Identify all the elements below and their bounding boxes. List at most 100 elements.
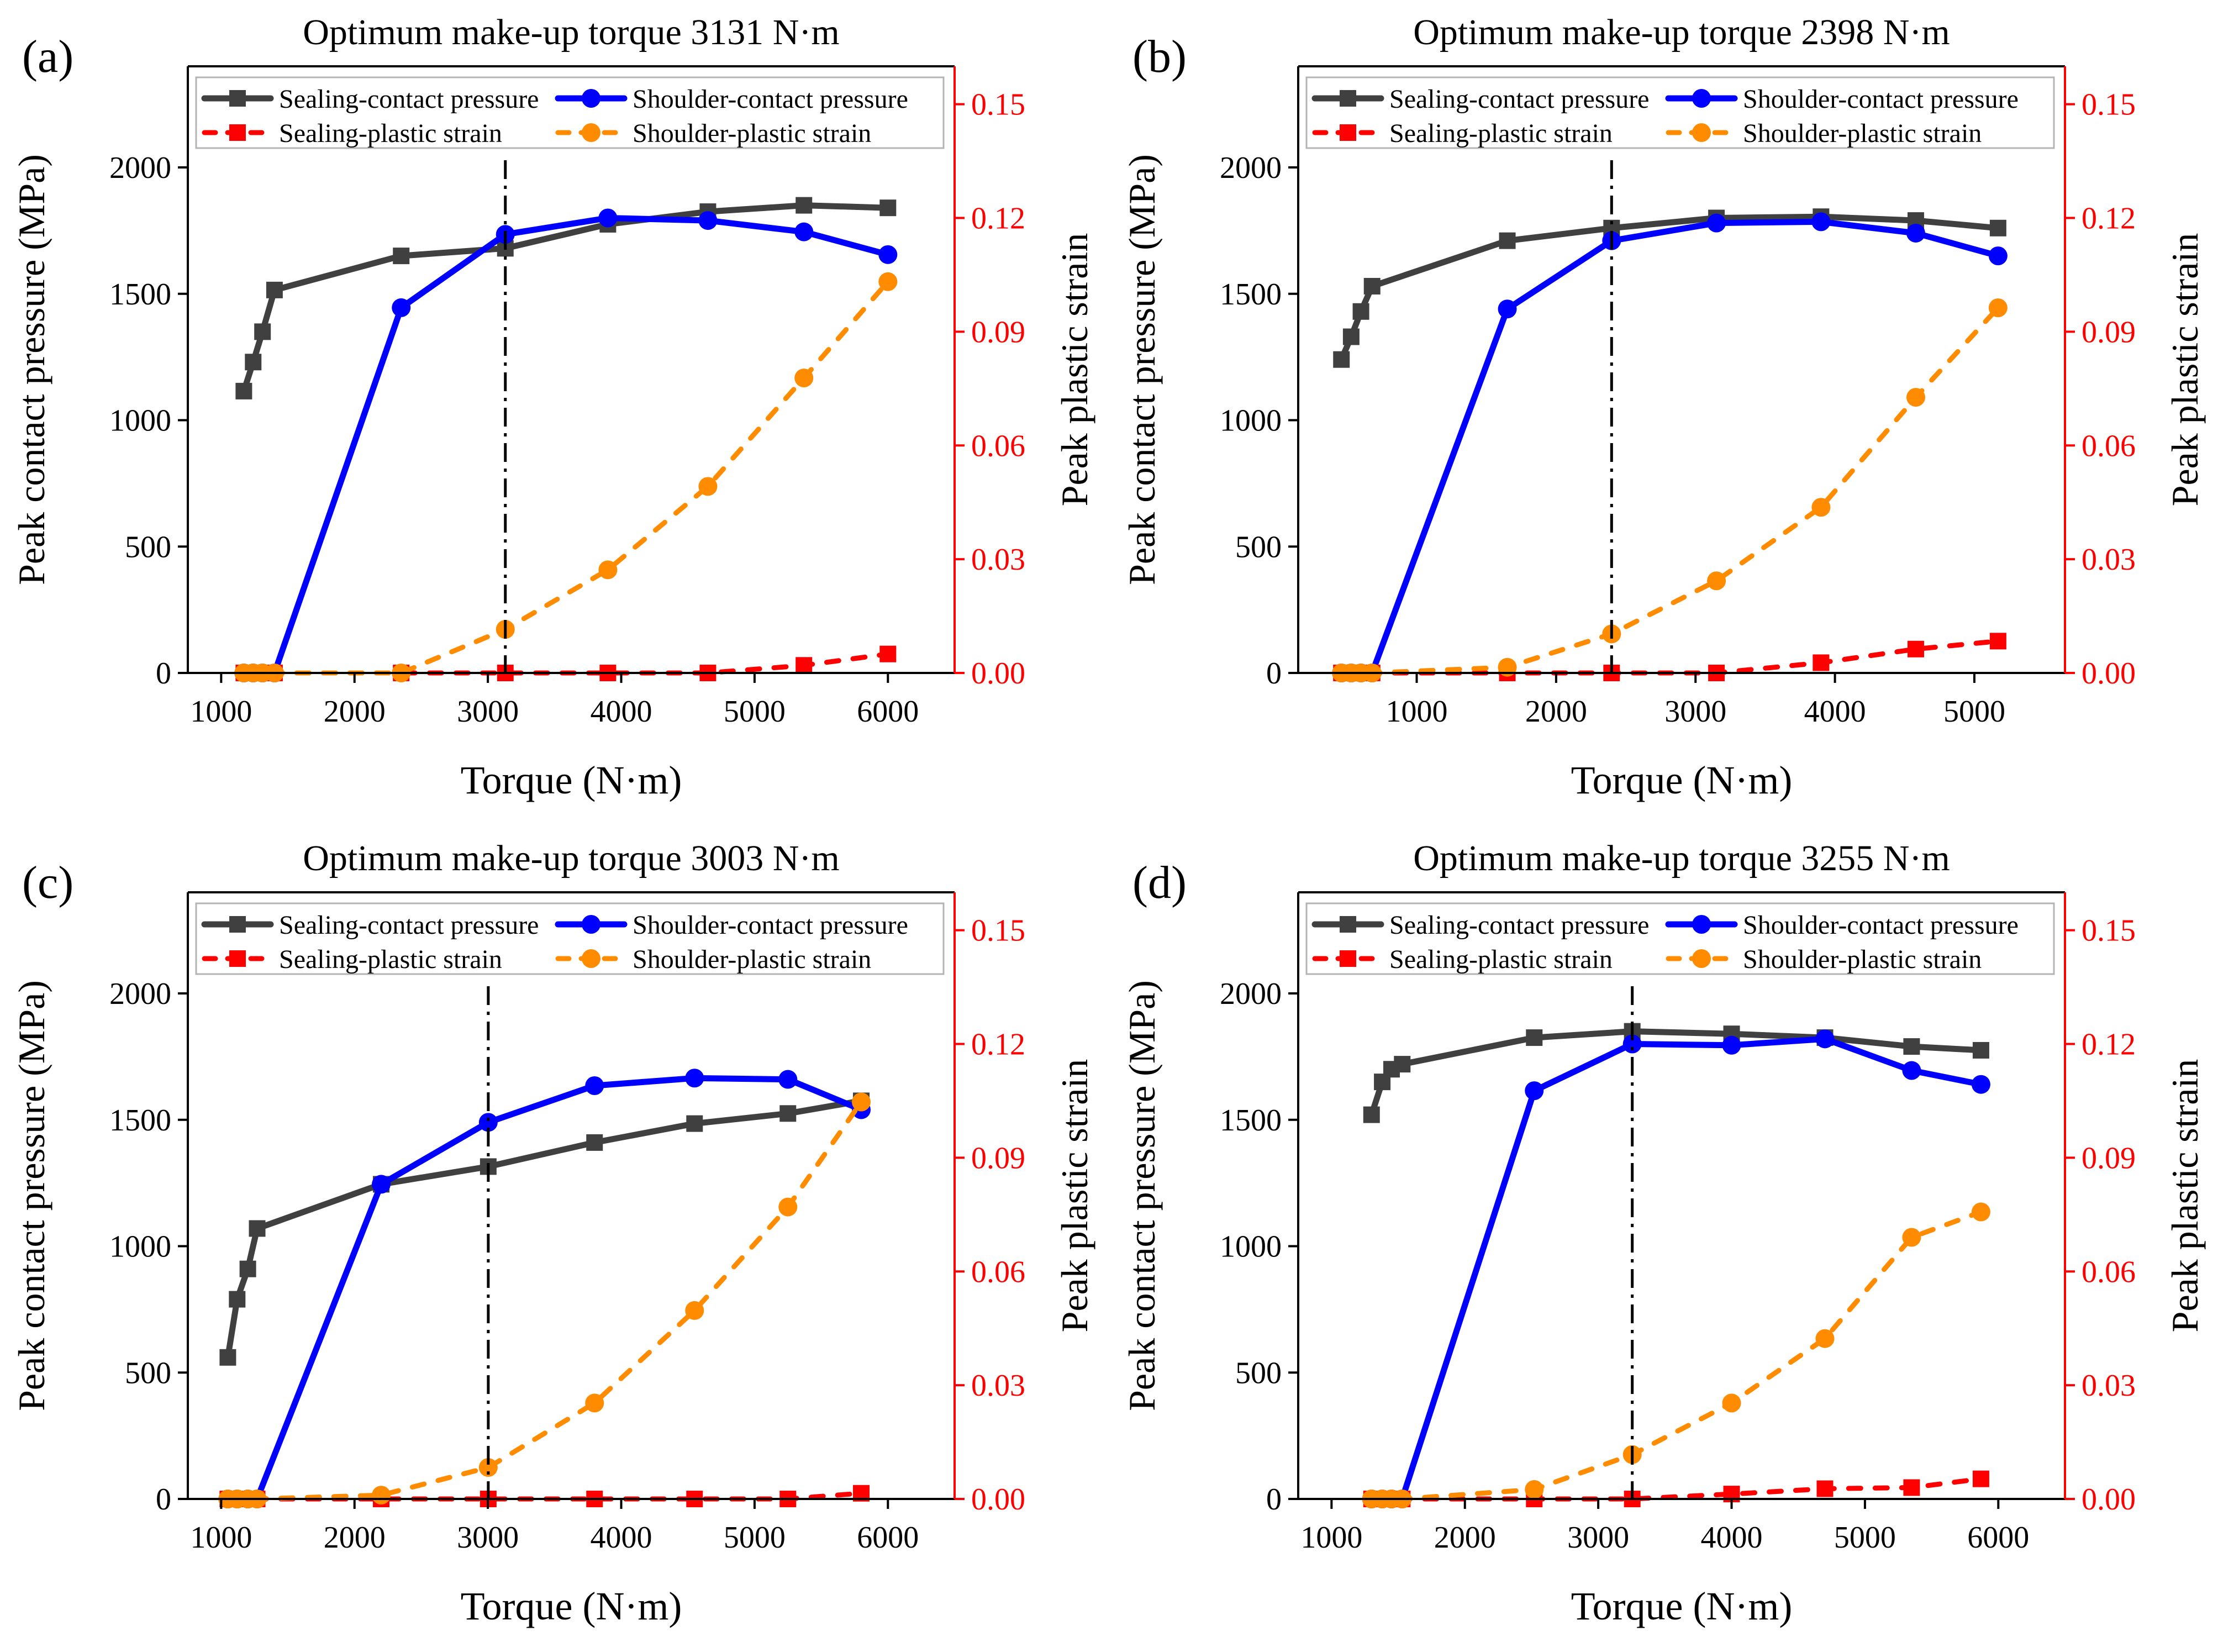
series-line-sealing-strain bbox=[1339, 638, 2001, 676]
data-point-shoulder-strain bbox=[685, 1301, 704, 1320]
series-line-shoulder-pressure bbox=[1338, 218, 2001, 676]
x-tick-label: 4000 bbox=[1701, 1521, 1763, 1555]
data-point-shoulder-pressure bbox=[1722, 1035, 1741, 1055]
data-point-sealing-pressure bbox=[254, 323, 271, 340]
data-point-sealing-pressure bbox=[1363, 1106, 1380, 1123]
legend-label: Sealing-contact pressure bbox=[1389, 85, 1649, 114]
data-point-sealing-pressure bbox=[1352, 303, 1369, 320]
legend-label: Shoulder-plastic strain bbox=[633, 945, 871, 974]
data-point-shoulder-pressure bbox=[1811, 212, 1831, 232]
data-point-shoulder-pressure bbox=[1988, 246, 2008, 266]
y2-tick-label: 0.12 bbox=[2082, 202, 2136, 236]
x-axis-label: Torque (N·m) bbox=[1571, 758, 1793, 802]
data-point-shoulder-strain bbox=[585, 1393, 604, 1413]
x-tick-label: 4000 bbox=[591, 695, 652, 729]
data-point-sealing-pressure bbox=[1342, 328, 1360, 345]
legend-label: Shoulder-plastic strain bbox=[1743, 945, 1982, 974]
data-point-sealing-pressure bbox=[1903, 1038, 1920, 1055]
y2-tick-label: 0.15 bbox=[2082, 914, 2136, 948]
x-tick-label: 5000 bbox=[724, 1521, 786, 1555]
y2-tick-label: 0.03 bbox=[971, 1369, 1025, 1403]
x-tick-label: 1000 bbox=[190, 695, 252, 729]
series-line-shoulder-strain bbox=[1339, 305, 2001, 676]
data-point-shoulder-pressure bbox=[685, 1069, 704, 1088]
legend-swatch-marker bbox=[1340, 916, 1356, 933]
data-point-shoulder-pressure bbox=[794, 222, 814, 241]
data-point-shoulder-pressure bbox=[598, 208, 618, 228]
x-tick-label: 6000 bbox=[857, 1521, 919, 1555]
legend-swatch-marker bbox=[582, 89, 600, 108]
y2-tick-label: 0.15 bbox=[971, 914, 1025, 948]
legend-frame bbox=[195, 902, 945, 975]
data-point-sealing-strain bbox=[1816, 1480, 1834, 1497]
y2-tick-label: 0.06 bbox=[2082, 1255, 2136, 1289]
x-tick-label: 2000 bbox=[324, 1521, 386, 1555]
y2-tick-label: 0.00 bbox=[971, 656, 1025, 691]
data-point-sealing-strain bbox=[795, 657, 813, 674]
x-tick-label: 5000 bbox=[724, 695, 786, 729]
legend-swatch-marker bbox=[582, 949, 600, 968]
legend-label: Shoulder-contact pressure bbox=[1743, 85, 2019, 114]
data-point-shoulder-pressure bbox=[585, 1076, 604, 1095]
data-point-sealing-pressure bbox=[245, 354, 262, 371]
x-axis-label: Torque (N·m) bbox=[461, 758, 682, 802]
y2-tick-label: 0.00 bbox=[2082, 1482, 2136, 1517]
x-tick-label: 4000 bbox=[1804, 695, 1866, 729]
y-tick-label: 2000 bbox=[1220, 151, 1282, 185]
chart-panel: (a) Optimum make-up torque 3131 N·m 1000 20… bbox=[10, 12, 1095, 802]
x-tick-label: 1000 bbox=[1300, 1521, 1362, 1555]
y-tick-label: 500 bbox=[1235, 530, 1282, 564]
legend: Sealing-contact pressure Shoulder-contact… bbox=[1305, 902, 2055, 975]
data-point-sealing-strain bbox=[879, 645, 897, 662]
data-point-shoulder-pressure bbox=[1707, 213, 1726, 233]
y-tick-label: 1500 bbox=[1220, 277, 1282, 312]
legend-label: Shoulder-plastic strain bbox=[633, 119, 871, 148]
y-tick-label: 0 bbox=[1266, 1482, 1282, 1517]
legend-label: Sealing-contact pressure bbox=[279, 911, 539, 940]
legend-label: Sealing-contact pressure bbox=[279, 85, 539, 114]
y2-tick-label: 0.12 bbox=[2082, 1028, 2136, 1062]
y-tick-label: 0 bbox=[156, 1482, 171, 1517]
y-tick-label: 500 bbox=[1235, 1356, 1282, 1390]
series-group bbox=[1362, 1023, 1990, 1508]
y2-tick-label: 0.06 bbox=[2082, 429, 2136, 463]
x-tick-label: 2000 bbox=[324, 695, 386, 729]
series-line-shoulder-strain bbox=[225, 1099, 864, 1502]
y-axis-label: Peak contact pressure (MPa) bbox=[10, 980, 52, 1411]
data-point-sealing-strain bbox=[1989, 633, 2006, 650]
y2-tick-label: 0.09 bbox=[2082, 1141, 2136, 1175]
legend-swatch-marker bbox=[229, 90, 246, 107]
y-tick-label: 0 bbox=[1266, 656, 1282, 691]
legend-frame bbox=[1305, 76, 2055, 149]
y2-tick-label: 0.09 bbox=[971, 1141, 1025, 1175]
data-point-sealing-strain bbox=[1903, 1479, 1920, 1496]
y-tick-label: 500 bbox=[125, 530, 171, 564]
data-point-sealing-pressure bbox=[219, 1349, 236, 1366]
y-tick-label: 2000 bbox=[1220, 977, 1282, 1011]
x-tick-label: 2000 bbox=[1525, 695, 1587, 729]
series-line-sealing-pressure bbox=[224, 1097, 865, 1361]
panel-label: (d) bbox=[1132, 857, 1187, 908]
y2-tick-label: 0.00 bbox=[971, 1482, 1025, 1517]
y-axis-label: Peak contact pressure (MPa) bbox=[1121, 980, 1163, 1411]
data-point-shoulder-strain bbox=[698, 477, 718, 496]
chart-panel: (d) Optimum make-up torque 3255 N·m 1000 20… bbox=[1121, 838, 2206, 1628]
legend-swatch-marker bbox=[582, 915, 600, 934]
legend-label: Shoulder-contact pressure bbox=[1743, 911, 2019, 940]
data-point-sealing-pressure bbox=[586, 1134, 603, 1151]
x-tick-label: 2000 bbox=[1434, 1521, 1496, 1555]
data-point-shoulder-pressure bbox=[478, 1113, 498, 1132]
legend-label: Sealing-plastic strain bbox=[1389, 945, 1613, 974]
data-point-shoulder-strain bbox=[878, 272, 898, 291]
data-point-sealing-pressure bbox=[795, 197, 813, 214]
x-tick-label: 5000 bbox=[1943, 695, 2005, 729]
y-tick-label: 500 bbox=[125, 1356, 171, 1390]
chart-panel: (c) Optimum make-up torque 3003 N·m 1000 20… bbox=[10, 838, 1095, 1628]
data-point-sealing-pressure bbox=[393, 248, 410, 265]
panel-label: (c) bbox=[22, 857, 73, 908]
data-point-shoulder-pressure bbox=[1815, 1029, 1835, 1049]
y2-tick-label: 0.03 bbox=[2082, 1369, 2136, 1403]
series-group bbox=[218, 1069, 871, 1508]
legend-swatch-marker bbox=[1692, 949, 1711, 968]
